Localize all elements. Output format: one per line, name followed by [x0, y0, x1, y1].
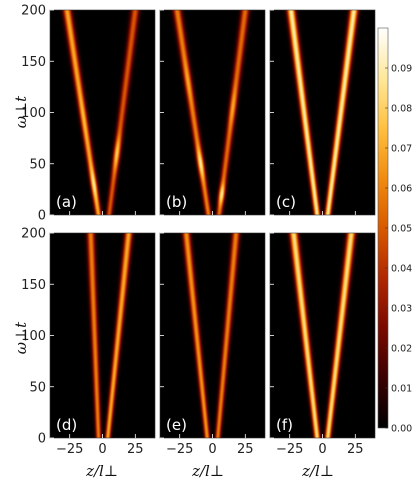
colorbar-tick-label: 0.02	[391, 344, 412, 355]
x-tick-label: 25	[237, 442, 254, 457]
y-tick-label: 100	[21, 329, 46, 344]
colorbar-tick-label: 0.06	[391, 184, 412, 195]
panel-label: (e)	[166, 416, 187, 434]
x-axis-label-a: z/l⊥	[85, 462, 118, 480]
x-tick-label: 0	[98, 442, 106, 457]
y-tick-label: 200	[21, 4, 46, 19]
panel-grid: (a) 0 50 100 150 200 (b) (c) (d) −25 0 25 0 50 100 150 2…	[21, 4, 376, 457]
colorbar-tick-label: 0.01	[391, 384, 412, 395]
y-axis-label-bottom: ω⊥t	[12, 321, 30, 354]
colorbar: 0.00 0.01 0.02 0.03 0.04 0.05 0.06 0.07 0.08 0.09	[377, 27, 412, 435]
panel-label: (b)	[166, 193, 187, 211]
x-tick-label: 25	[347, 442, 364, 457]
panel-label: (f)	[276, 416, 293, 434]
heatmap-panel-e	[160, 233, 265, 438]
x-axis-label-b: z/l⊥	[191, 462, 224, 480]
panel-label: (d)	[56, 416, 77, 434]
x-axis-label-c: z/l⊥	[301, 462, 334, 480]
heatmap-panel-f	[270, 233, 375, 438]
x-tick-label: −25	[166, 442, 193, 457]
colorbar-tick-label: 0.03	[391, 304, 412, 315]
y-tick-label: 0	[38, 432, 46, 447]
panel-label: (a)	[56, 193, 77, 211]
axes-labels: ω⊥t ω⊥t z/l⊥ z/l⊥ z/l⊥	[12, 95, 334, 480]
heatmap-panel-a	[50, 10, 155, 215]
y-tick-label: 150	[21, 55, 46, 70]
y-tick-label: 50	[29, 157, 46, 172]
colorbar-tick-label: 0.00	[391, 424, 412, 435]
y-tick-label: 50	[29, 380, 46, 395]
x-tick-label: 0	[318, 442, 326, 457]
heatmap-panel-b	[160, 10, 265, 215]
colorbar-tick-label: 0.07	[391, 144, 412, 155]
colorbar-tick-label: 0.09	[391, 64, 412, 75]
colorbar-tick-label: 0.04	[391, 264, 412, 275]
x-tick-label: −25	[276, 442, 303, 457]
heatmap-panel-d	[50, 233, 155, 438]
y-tick-label: 200	[21, 227, 46, 242]
x-tick-label: −25	[56, 442, 83, 457]
y-tick-label: 100	[21, 106, 46, 121]
y-tick-label: 0	[38, 209, 46, 224]
colorbar-tick-label: 0.08	[391, 104, 412, 115]
colorbar-tick-label: 0.05	[391, 224, 412, 235]
panel-label: (c)	[276, 193, 296, 211]
x-tick-label: 25	[127, 442, 144, 457]
x-tick-label: 0	[208, 442, 216, 457]
y-axis-label-top: ω⊥t	[12, 95, 30, 128]
heatmap-panel-c	[270, 10, 375, 215]
y-tick-label: 150	[21, 278, 46, 293]
